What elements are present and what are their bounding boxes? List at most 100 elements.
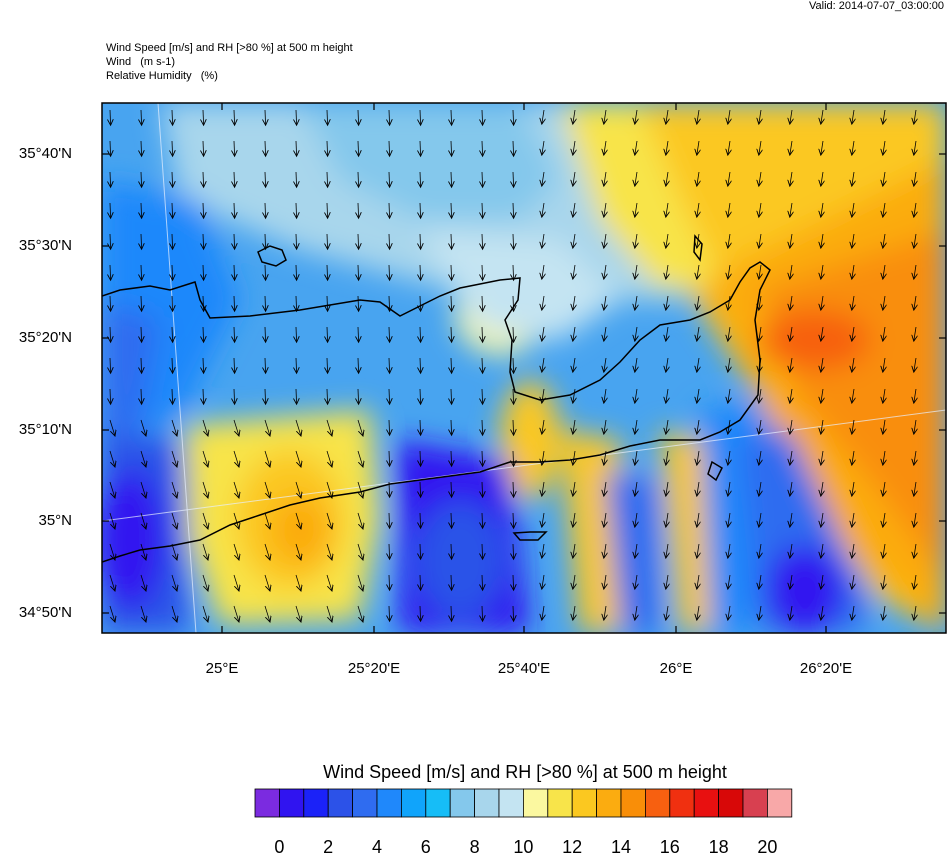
- wind-arrow: [728, 140, 730, 155]
- wind-arrow: [573, 419, 575, 434]
- wind-arrow: [109, 450, 115, 467]
- wind-arrow: [728, 481, 730, 496]
- wind-arrow: [821, 140, 823, 155]
- wind-arrow: [573, 605, 575, 620]
- wind-arrow: [914, 295, 916, 310]
- wind-arrow: [296, 326, 297, 342]
- wind-arrow: [233, 512, 239, 529]
- colorbar-tick-label: 8: [469, 837, 480, 857]
- wind-arrow: [171, 574, 177, 591]
- wind-arrow: [604, 202, 606, 217]
- wind-arrow: [109, 419, 115, 436]
- wind-arrow: [296, 140, 297, 156]
- axis-ticks: [102, 103, 946, 633]
- wind-arrow: [265, 202, 266, 218]
- wind-arrow: [326, 605, 332, 622]
- wind-arrow: [389, 140, 390, 156]
- wind-arrow: [233, 419, 239, 436]
- wind-arrow: [821, 109, 823, 124]
- colorbar-swatch: [278, 788, 305, 818]
- wind-arrow: [914, 450, 916, 465]
- wind-arrow: [234, 264, 235, 280]
- wind-arrow: [790, 295, 792, 310]
- wind-arrow: [233, 605, 239, 622]
- wind-arrow: [171, 543, 177, 560]
- wind-arrow: [264, 450, 270, 467]
- lat-label-35-40: 35°40'N: [18, 145, 72, 162]
- lon-label-25-40: 25°40'E: [497, 660, 551, 677]
- wind-arrow: [389, 295, 390, 311]
- wind-arrow: [883, 512, 885, 527]
- colorbar-tick-label: 4: [371, 837, 382, 857]
- colorbar-swatch: [571, 788, 598, 818]
- colorbar-tick-label: 6: [420, 837, 431, 857]
- wind-arrow: [697, 357, 699, 372]
- wind-arrow: [420, 450, 421, 466]
- wind-arrow: [202, 574, 208, 591]
- wind-arrow: [326, 512, 332, 529]
- wind-arrow: [635, 264, 637, 279]
- wind-arrow: [234, 171, 235, 187]
- wind-arrow: [790, 605, 792, 620]
- wind-arrow: [141, 264, 142, 280]
- wind-arrow: [821, 481, 823, 496]
- wind-arrow: [666, 295, 668, 310]
- wind-arrow: [110, 140, 111, 156]
- wind-arrow: [358, 295, 359, 311]
- wind-arrow: [852, 140, 854, 155]
- wind-arrow: [914, 109, 916, 124]
- wind-arrow: [666, 171, 668, 186]
- wind-arrow: [635, 388, 637, 403]
- colorbar-swatch: [449, 788, 476, 818]
- wind-arrow: [542, 357, 544, 372]
- wind-arrow: [482, 450, 483, 466]
- wind-arrow: [883, 357, 885, 372]
- wind-arrow: [358, 357, 359, 373]
- wind-arrow: [420, 543, 421, 559]
- wind-arrow: [141, 295, 142, 311]
- wind-arrow: [327, 171, 328, 187]
- wind-arrow: [327, 109, 328, 125]
- wind-arrow: [728, 109, 730, 124]
- colorbar: [254, 788, 793, 818]
- wind-arrow: [513, 264, 514, 280]
- wind-arrow: [573, 481, 575, 496]
- wind-arrow: [852, 326, 854, 341]
- wind-arrow: [728, 419, 730, 434]
- wind-arrow: [327, 357, 328, 373]
- wind-arrow: [451, 388, 452, 404]
- wind-arrow: [171, 481, 177, 498]
- wind-arrow: [233, 481, 239, 498]
- wind-arrow: [542, 109, 544, 124]
- wind-arrow: [852, 171, 854, 186]
- colorbar-swatch: [400, 788, 427, 818]
- wind-arrow: [635, 574, 637, 589]
- wind-arrow: [635, 450, 637, 465]
- wind-arrow: [666, 140, 668, 155]
- wind-arrow: [883, 109, 885, 124]
- wind-arrow: [604, 450, 606, 465]
- wind-arrow: [203, 109, 204, 125]
- wind-arrow: [666, 574, 668, 589]
- wind-arrow: [482, 326, 483, 342]
- wind-arrow: [914, 202, 916, 217]
- wind-arrow: [482, 171, 483, 187]
- wind-arrow: [264, 605, 270, 622]
- wind-arrow: [389, 605, 390, 621]
- wind-arrow: [202, 481, 208, 498]
- wind-arrow: [759, 450, 761, 465]
- wind-vectors: [109, 109, 916, 622]
- wind-arrow: [697, 140, 699, 155]
- wind-arrow: [573, 171, 575, 186]
- wind-arrow: [203, 388, 204, 404]
- wind-arrow: [326, 450, 332, 467]
- wind-arrow: [604, 171, 606, 186]
- valid-time: Valid: 2014-07-07_03:00:00: [809, 0, 944, 12]
- wind-arrow: [542, 140, 544, 155]
- wind-arrow: [358, 264, 359, 280]
- wind-arrow: [110, 295, 111, 311]
- wind-arrow: [451, 202, 452, 218]
- wind-arrow: [264, 574, 270, 591]
- wind-arrow: [573, 388, 575, 403]
- wind-arrow: [420, 171, 421, 187]
